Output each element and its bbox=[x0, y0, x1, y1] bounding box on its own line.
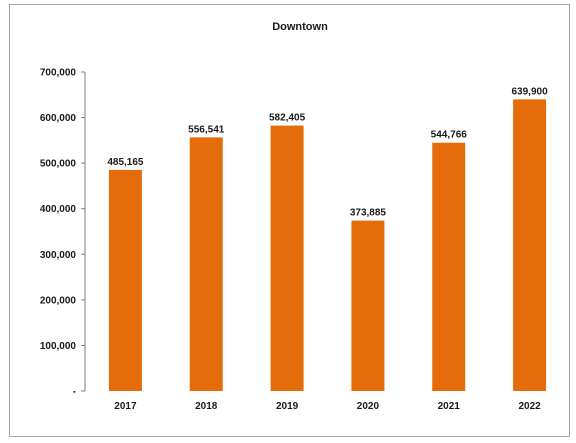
chart-title: Downtown bbox=[272, 21, 328, 33]
bar bbox=[513, 99, 547, 391]
x-tick-label: 2017 bbox=[114, 401, 137, 412]
bar bbox=[108, 169, 142, 391]
data-label: 485,165 bbox=[107, 157, 144, 168]
data-label: 582,405 bbox=[269, 113, 306, 124]
x-tick-label: 2019 bbox=[276, 401, 299, 412]
y-tick-label: 500,000 bbox=[40, 159, 77, 170]
y-tick-label: 100,000 bbox=[40, 341, 77, 352]
y-tick-label: - bbox=[73, 387, 76, 398]
x-tick-label: 2022 bbox=[518, 401, 541, 412]
y-tick-label: 200,000 bbox=[40, 295, 77, 306]
y-tick-label: 600,000 bbox=[40, 113, 77, 124]
bar bbox=[432, 142, 466, 391]
data-label: 373,885 bbox=[350, 208, 387, 219]
x-tick-label: 2020 bbox=[357, 401, 380, 412]
y-axis: - 100,000 200,000 300,000 400,000 500,000 600,… bbox=[40, 68, 86, 398]
x-axis: 2017 2018 2019 2020 2021 2022 bbox=[114, 401, 541, 412]
y-tick-label: 300,000 bbox=[40, 250, 77, 261]
x-tick-label: 2021 bbox=[438, 401, 461, 412]
data-label: 544,766 bbox=[431, 130, 468, 141]
x-tick-label: 2018 bbox=[195, 401, 218, 412]
y-tick-label: 400,000 bbox=[40, 204, 77, 215]
bar bbox=[270, 125, 304, 391]
bars: 485,165 556,541 582,405 373,885 544,766 639,9… bbox=[107, 86, 548, 391]
data-label: 556,541 bbox=[188, 124, 225, 135]
bar bbox=[189, 137, 223, 391]
y-tick-label: 700,000 bbox=[40, 68, 77, 79]
bar bbox=[351, 220, 385, 391]
data-label: 639,900 bbox=[512, 86, 549, 97]
